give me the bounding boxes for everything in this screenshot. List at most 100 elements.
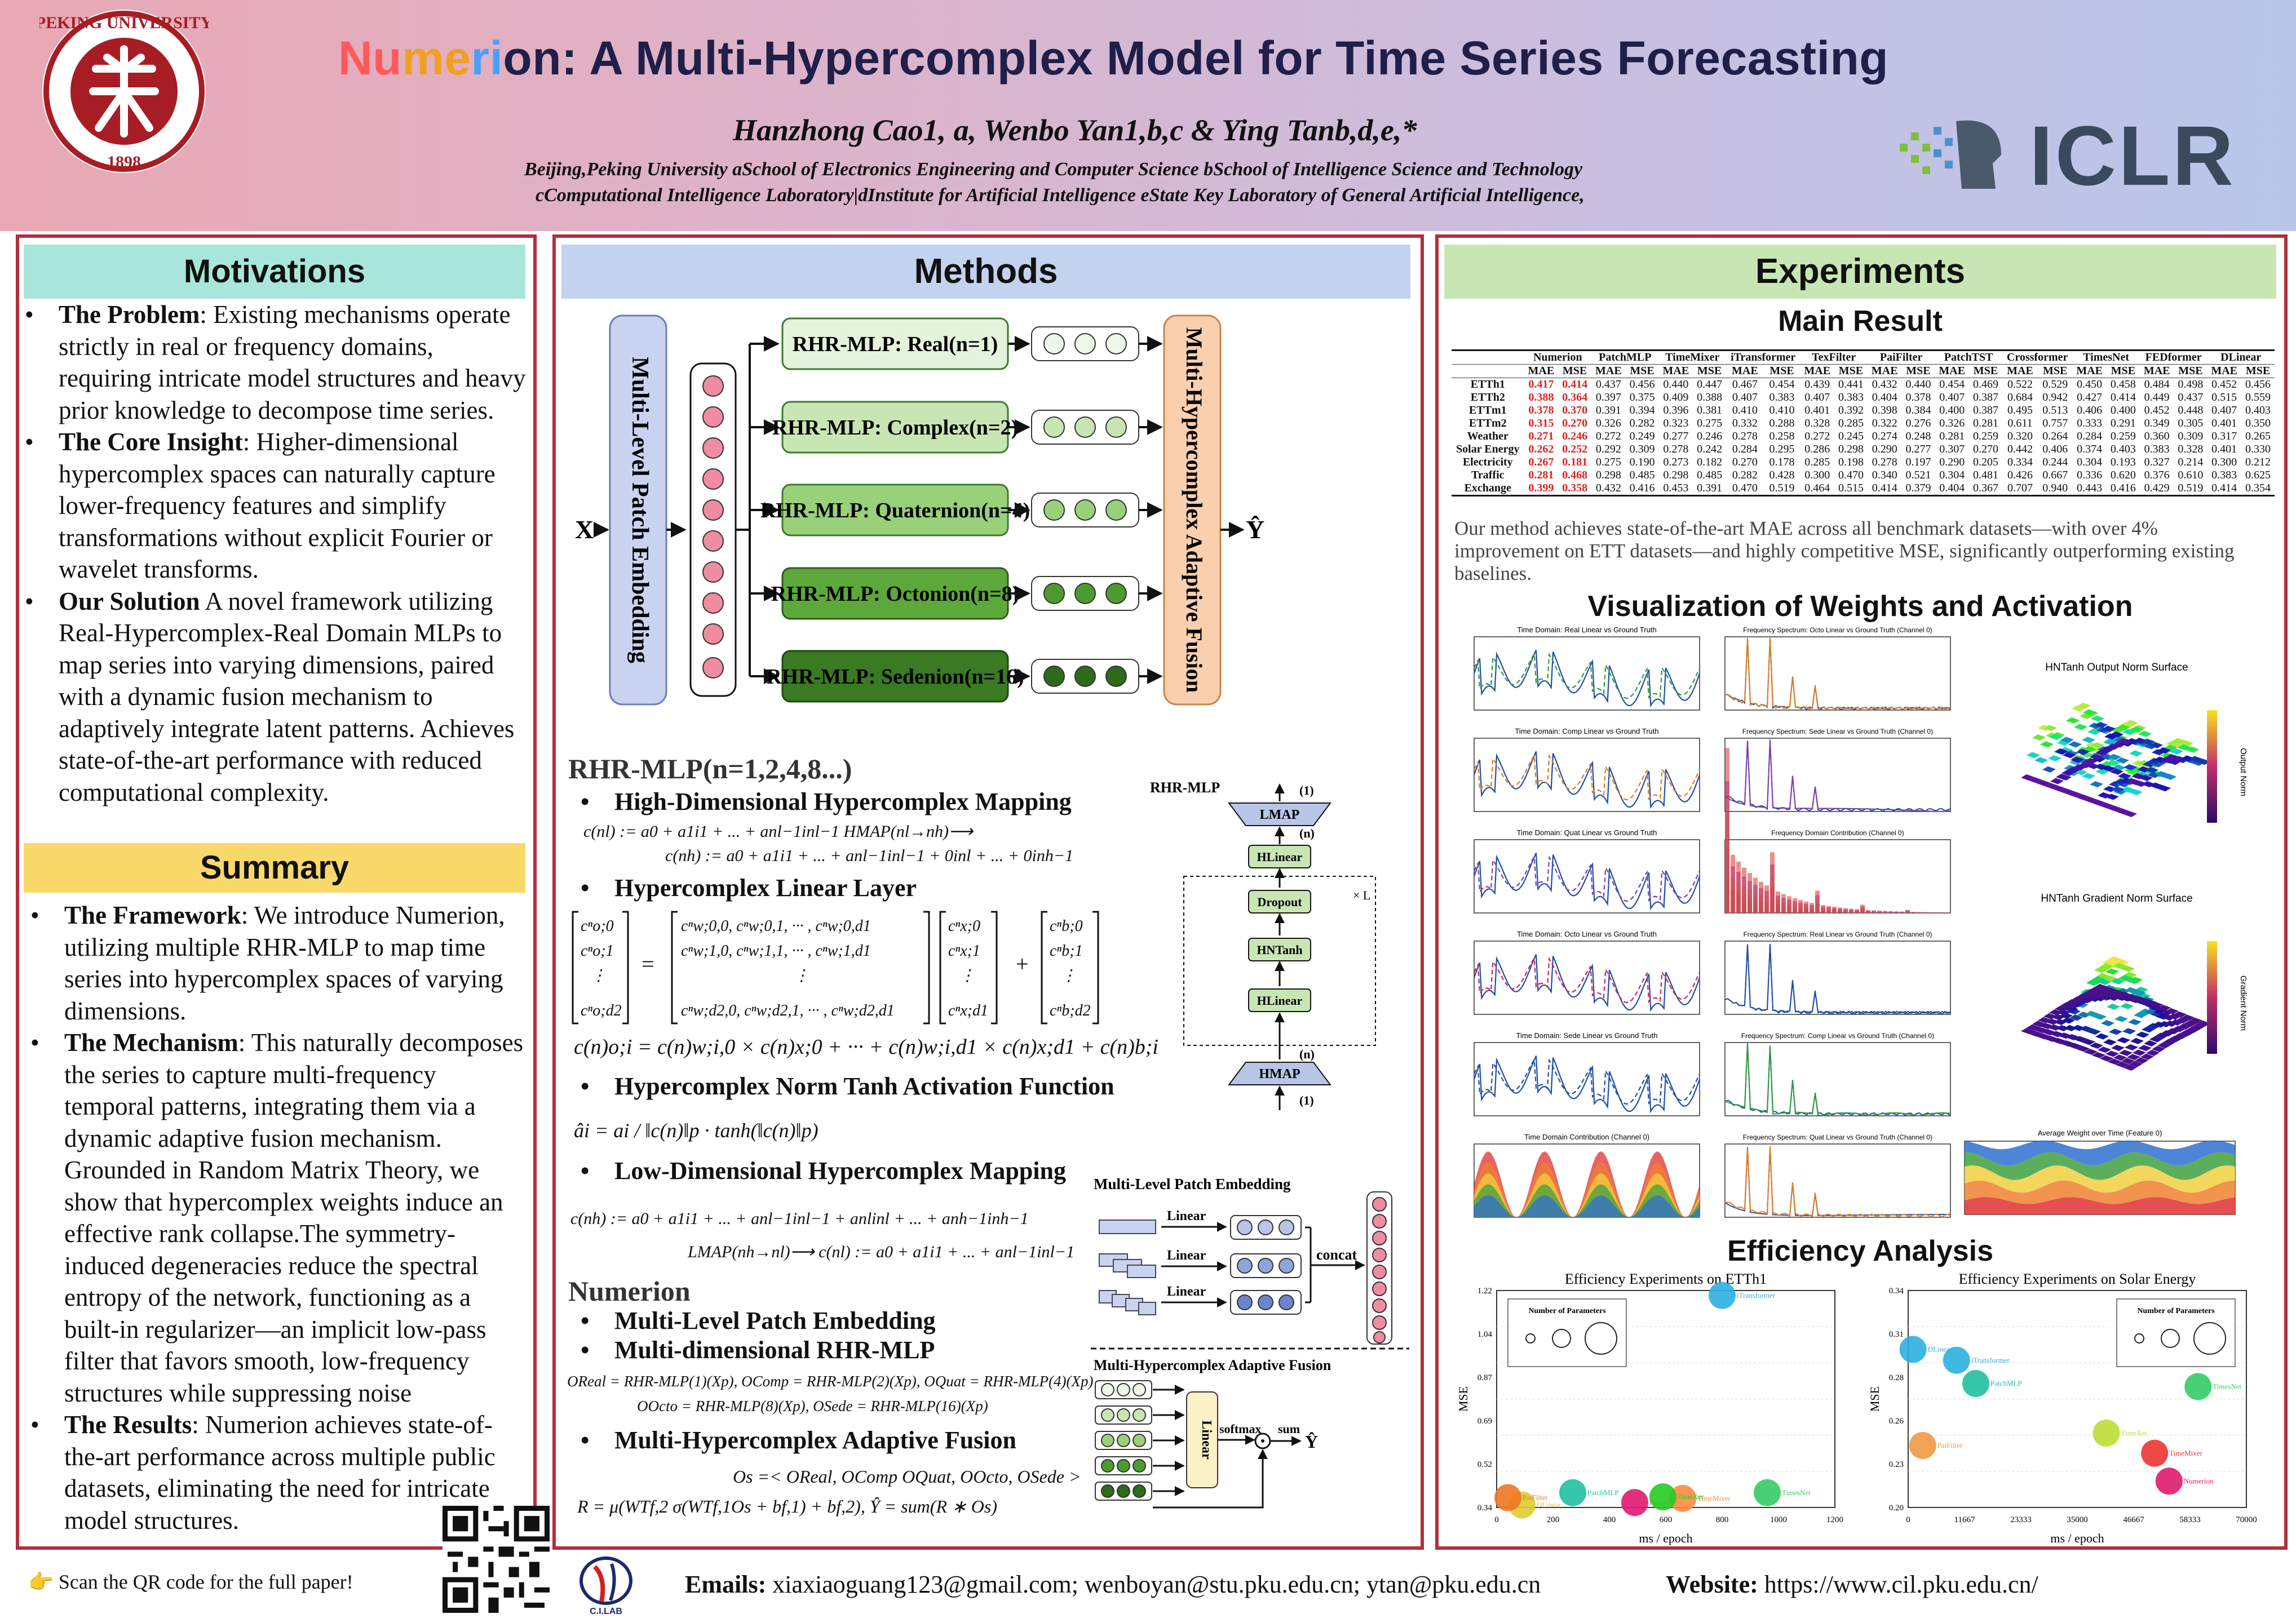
plot-line <box>1474 855 1700 902</box>
svg-text:RHR-MLP: Quaternion(n=4): RHR-MLP: Quaternion(n=4) <box>760 499 1030 522</box>
subplot-frame <box>1724 1143 1951 1218</box>
table-cell: 0.410 <box>1732 404 1758 416</box>
subplot-title: Frequency Spectrum: Quat Linear vs Groun… <box>1743 1133 1932 1141</box>
params-legend-circle <box>1552 1329 1571 1348</box>
table-cell: 0.757 <box>2042 417 2068 429</box>
table-cell: 0.278 <box>1872 456 1897 468</box>
table-cell: 0.304 <box>2077 456 2103 468</box>
contribution-bar <box>1888 911 1893 913</box>
table-cell: 0.271 <box>1528 430 1554 442</box>
svg-text:RHR-MLP: Real(n=1): RHR-MLP: Real(n=1) <box>793 332 998 356</box>
svg-text:cⁿb;1: cⁿb;1 <box>1050 942 1083 960</box>
contribution-bar <box>1860 904 1865 913</box>
svg-text:=: = <box>642 951 654 977</box>
qr-code[interactable] <box>443 1506 550 1613</box>
svg-text:(1): (1) <box>1299 783 1314 797</box>
point-label: TimeXer <box>1678 1492 1704 1501</box>
rhr-mlp-block-diagram: RHR-MLP (1) LMAP (n) HLinear × L Dropout… <box>1150 779 1376 1110</box>
plot-line <box>1474 956 1700 1004</box>
spectrum-line <box>1724 740 1951 812</box>
table-cell: 0.447 <box>1697 378 1723 391</box>
table-cell: 0.270 <box>1732 456 1758 468</box>
table-cell: 0.281 <box>1939 430 1965 442</box>
table-cell: 0.942 <box>2042 391 2068 403</box>
table-cell: 0.295 <box>1769 443 1795 455</box>
scatter-point <box>1669 1484 1696 1512</box>
svg-text:cⁿo;d2: cⁿo;d2 <box>581 1002 622 1019</box>
table-cell: 0.300 <box>2211 456 2237 468</box>
contribution-bar <box>1849 908 1853 913</box>
y-tick-label: 0.28 <box>1889 1373 1904 1382</box>
x-tick-label: 800 <box>1716 1515 1729 1524</box>
table-cell: 0.414 <box>1872 482 1897 494</box>
poster-title: Numerion: A Multi-Hypercomplex Model for… <box>338 32 1889 85</box>
table-cell: 0.442 <box>2007 443 2033 455</box>
table-cell: 0.305 <box>2178 417 2204 429</box>
contribution-bar <box>1911 912 1915 913</box>
table-cell: 0.387 <box>1972 391 1998 403</box>
eq-branches-2: OOcto = RHR-MLP(8)(Xp), OSede = RHR-MLP(… <box>637 1398 988 1414</box>
table-cell: 0.498 <box>2178 378 2204 391</box>
svg-text:cⁿw;1,0, cⁿw;1,1, ··· , cⁿw;1,: cⁿw;1,0, cⁿw;1,1, ··· , cⁿw;1,d1 <box>681 942 871 960</box>
surface-title: HNTanh Gradient Norm Surface <box>2041 893 2192 904</box>
table-cell: 0.495 <box>2007 404 2033 416</box>
table-model-header: TexFilter <box>1812 351 1856 363</box>
svg-text:HLinear: HLinear <box>1257 850 1303 864</box>
rhr-s1: High-Dimensional Hypercomplex Mapping <box>581 786 1088 818</box>
contribution-bar <box>1939 912 1944 913</box>
table-cell: 0.401 <box>1804 404 1830 416</box>
svg-text:Dropout: Dropout <box>1257 895 1302 909</box>
rhr-s3: Hypercomplex Norm Tanh Activation Functi… <box>581 1071 1144 1103</box>
contribution-bar <box>1821 905 1825 913</box>
table-dataset-name: ETTm2 <box>1468 417 1507 429</box>
table-cell: 0.320 <box>2007 430 2033 442</box>
table-cell: 0.407 <box>1939 391 1965 403</box>
eq-fusion-2: R = μ(WTf,2 σ(WTf,1Os + bf,1) + bf,2), Ŷ… <box>577 1496 998 1516</box>
website[interactable]: Website: https://www.cil.pku.edu.cn/ <box>1666 1571 2038 1598</box>
subplot-title: Frequency Spectrum: Octo Linear vs Groun… <box>1743 626 1932 634</box>
contribution-bar <box>1742 867 1746 913</box>
main-result-heading: Main Result <box>1778 305 1943 338</box>
x-tick-label: 1200 <box>1826 1515 1843 1524</box>
y-tick-label: 1.04 <box>1477 1330 1493 1339</box>
svg-text:RHR-MLP: Octonion(n=8): RHR-MLP: Octonion(n=8) <box>771 582 1020 606</box>
contribution-bar <box>1815 890 1820 913</box>
colorbar-label: Output Norm <box>2239 748 2248 796</box>
subplot-title: Time Domain: Comp Linear vs Ground Truth <box>1515 727 1658 735</box>
table-cell: 0.454 <box>1939 378 1965 391</box>
x-tick-label: 400 <box>1603 1515 1616 1524</box>
eq-lmap-1: c(nh) := a0 + a1i1 + ... + anl−1inl−1 + … <box>570 1209 1029 1228</box>
motivations-heading: Motivations <box>24 245 525 299</box>
weight-area <box>1965 1180 2235 1204</box>
table-cell: 0.292 <box>1595 443 1621 455</box>
table-dataset-name: Solar Energy <box>1456 443 1520 455</box>
table-cell: 0.330 <box>2245 443 2271 455</box>
emails: Emails: xiaxiaoguang123@gmail.com; wenbo… <box>685 1571 1541 1598</box>
table-cell: 0.470 <box>1732 482 1758 494</box>
table-cell: 0.272 <box>1595 430 1621 442</box>
table-cell: 0.400 <box>2110 404 2136 416</box>
table-cell: 0.454 <box>1769 378 1795 391</box>
scatter-point <box>1754 1479 1781 1506</box>
contribution-bar <box>1731 854 1735 913</box>
subplot-title: Frequency Spectrum: Sede Linear vs Groun… <box>1742 728 1933 735</box>
svg-text:cⁿo;1: cⁿo;1 <box>581 942 614 960</box>
numerion-steps-2: Multi-Hypercomplex Adaptive Fusion <box>581 1425 1088 1457</box>
params-legend-circle <box>2161 1329 2180 1348</box>
gradient-norm-surface <box>2021 956 2210 1071</box>
svg-text:+: + <box>1016 951 1029 977</box>
contribution-bar <box>1928 912 1932 913</box>
svg-text:cⁿx;d1: cⁿx;d1 <box>948 1002 988 1019</box>
table-cell: 0.379 <box>1905 482 1931 494</box>
table-cell: 0.458 <box>2110 378 2136 391</box>
table-model-header: iTransformer <box>1731 351 1796 363</box>
y-tick-label: 0.52 <box>1477 1460 1492 1469</box>
table-cell: 0.197 <box>1905 456 1931 468</box>
table-cell: 0.246 <box>1562 430 1588 442</box>
table-row: Traffic 0.281 0.468 0.298 0.485 0.298 0.485 0.2… <box>1452 469 2275 482</box>
table-cell: 0.440 <box>1905 378 1931 391</box>
table-cell: 0.317 <box>2211 430 2237 442</box>
table-metric-header: MAE <box>1804 365 1831 377</box>
rhr-branch-complex: RHR-MLP: Complex(n=2) <box>772 401 1018 454</box>
point-label: iTransformer <box>1971 1356 2010 1364</box>
